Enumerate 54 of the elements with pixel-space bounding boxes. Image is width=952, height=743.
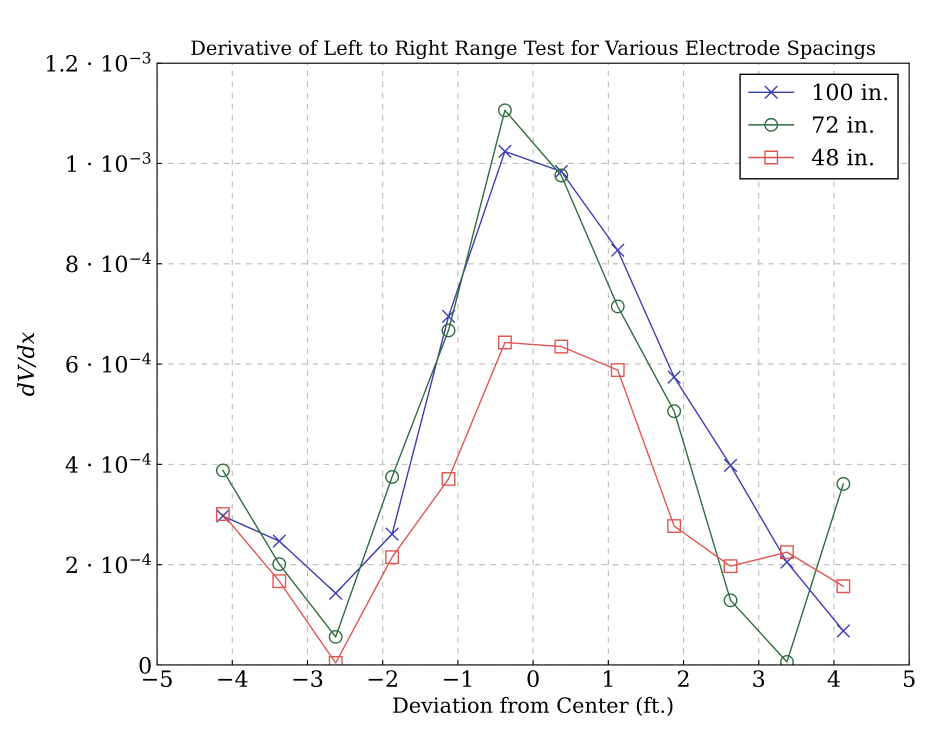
x-tick-label: 3 [753,670,764,688]
x-tick-label: 0 [528,670,539,688]
y-axis-title: dV/dx [17,332,36,396]
point [498,336,512,350]
point [610,363,625,378]
point [836,579,850,594]
point [328,586,343,600]
point [442,472,456,486]
point [272,557,286,572]
x-tick-label: 4 [828,670,840,687]
x-tick-label: 5 [904,670,915,688]
point [780,545,794,560]
x-tick-label: 1 [604,670,612,687]
y-tick-label: 1.2 · 10$^{−3}$ [46,52,150,72]
x-axis-title: Deviation from Center (ft.) [393,696,672,716]
point [442,324,456,338]
point [724,593,738,608]
point [498,103,512,118]
legend-label: 48 in. [812,148,873,166]
x-tick-label: −1 [444,670,472,687]
y-tick-label: 4 · 10$^{−4}$ [66,453,151,473]
y-tick-label: 1 · 10$^{−3}$ [68,152,150,172]
legend-label: 100 in. [814,84,888,100]
point [272,534,286,548]
point [554,168,568,182]
point [836,624,850,638]
x-tick-label: −2 [368,670,397,687]
chart-title: Derivative of Left to Right Range Test for Various Electrode Spacings [191,40,875,60]
point [724,458,738,472]
point [836,476,850,491]
point [667,370,682,384]
point [385,470,400,484]
point [498,144,512,158]
x-tick-label: 2 [678,670,688,687]
y-tick-label: 6 · 10$^{−4}$ [66,352,151,373]
y-tick-label: 8 · 10$^{−4}$ [66,252,151,272]
point [667,404,682,418]
point [554,340,568,354]
point [385,527,400,542]
point [272,574,286,588]
point [328,630,343,644]
point [724,559,738,574]
point [610,243,625,258]
point [554,164,568,178]
point [610,299,625,314]
point [216,463,230,478]
point [442,309,456,324]
point [667,519,682,534]
x-tick-label: −4 [218,670,248,687]
x-tick-label: −3 [293,670,322,688]
y-tick-label: 2 · 10$^{−4}$ [66,553,151,574]
point [385,550,400,564]
legend-label: 72 in. [813,116,873,133]
point [780,555,794,570]
